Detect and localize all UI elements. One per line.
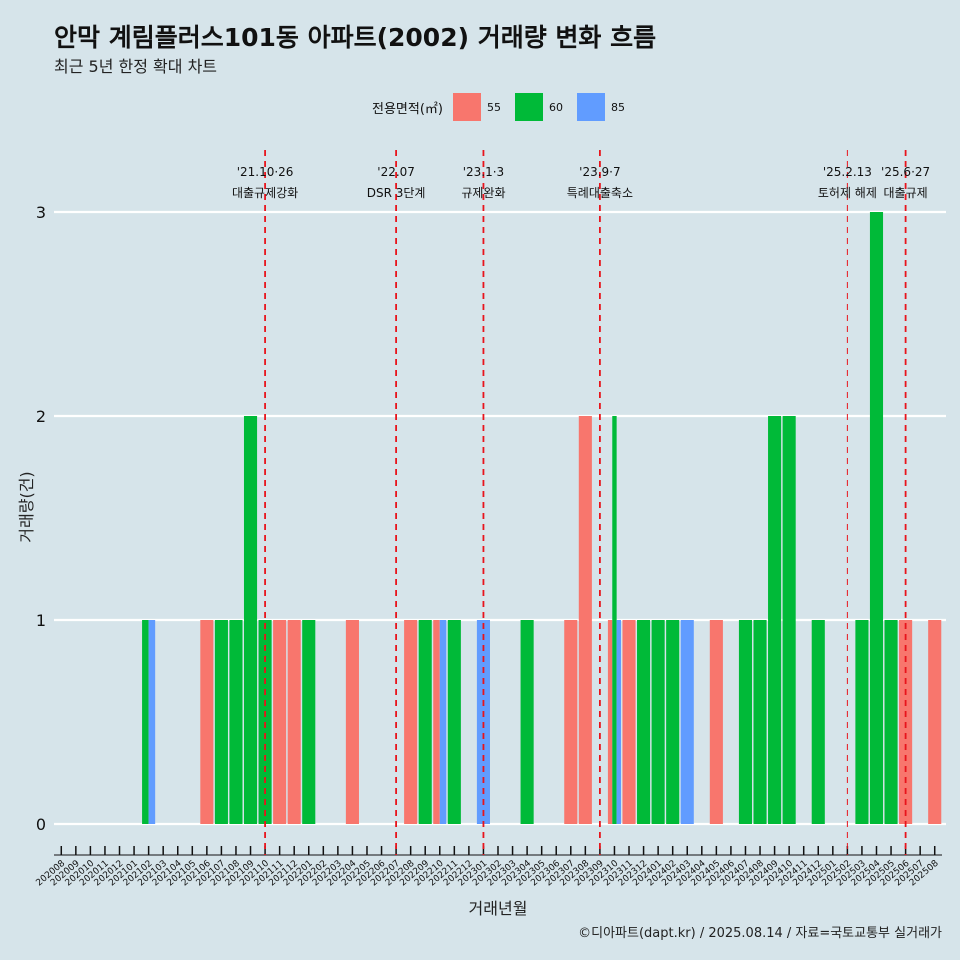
bar-202102-85 — [148, 620, 156, 824]
event-label-2: DSR 3단계 — [367, 186, 426, 200]
bar-202106-55 — [200, 620, 214, 824]
bar-202304-60 — [520, 620, 534, 824]
event-label-4: 특례대출축소 — [567, 186, 633, 200]
event-label-6: 대출규제 — [884, 186, 928, 200]
y-tick-label-3: 3 — [36, 203, 46, 222]
bar-202402-60 — [666, 620, 680, 824]
chart-title: 안막 계림플러스101동 아파트(2002) 거래량 변화 흐름 — [54, 23, 657, 52]
event-label-1: 대출규제강화 — [232, 186, 298, 200]
bar-202210-85 — [439, 620, 447, 824]
bar-202310-85 — [616, 620, 622, 824]
event-date-4: '23.9·7 — [579, 165, 620, 179]
bar-202409-60 — [768, 416, 782, 824]
legend-swatch-85 — [576, 93, 605, 121]
chart-subtitle: 최근 5년 한정 확대 차트 — [54, 57, 218, 76]
bar-202504-60 — [869, 212, 884, 824]
bar-202210-55 — [433, 620, 440, 824]
bar-202405-55 — [709, 620, 723, 824]
bar-202407-60 — [738, 620, 753, 824]
legend-title: 전용면적(㎡) — [372, 101, 443, 117]
bar-202505-60 — [884, 620, 898, 824]
bar-202310-55 — [607, 620, 613, 824]
x-axis-title: 거래년월 — [469, 899, 528, 918]
bar-202201-60 — [302, 620, 316, 824]
legend-swatch-60 — [514, 93, 543, 121]
bar-202208-55 — [404, 620, 418, 824]
legend-item-85: 85 — [576, 93, 633, 121]
legend-item-55: 55 — [452, 93, 509, 121]
bar-202112-55 — [287, 620, 301, 824]
bar-202503-60 — [855, 620, 869, 824]
legend-label-60: 60 — [548, 100, 563, 114]
event-label-3: 규제완화 — [461, 186, 505, 200]
bar-202312-60 — [637, 620, 651, 824]
event-date-5: '25.2.13 — [823, 165, 872, 179]
y-axis-title: 거래량(건) — [17, 471, 36, 542]
bar-202108-60 — [229, 620, 243, 824]
legend-label-55: 55 — [486, 100, 501, 114]
event-date-1: '21.10·26 — [237, 165, 294, 179]
bar-202403-85 — [680, 620, 694, 824]
bar-202307-55 — [564, 620, 578, 824]
bar-202410-60 — [782, 416, 796, 824]
event-date-3: '23.1·3 — [463, 165, 504, 179]
y-tick-label-2: 2 — [36, 407, 46, 426]
bar-202107-60 — [214, 620, 228, 824]
event-label-5: 토허제 해제 — [818, 186, 877, 200]
bar-202209-60 — [418, 620, 432, 824]
legend-item-60: 60 — [514, 93, 571, 121]
event-date-6: '25.6·27 — [881, 165, 930, 179]
bar-202412-60 — [811, 620, 825, 824]
legend: 전용면적(㎡) 55 60 85 — [372, 92, 639, 122]
bar-202308-55 — [578, 416, 592, 824]
bar-202311-55 — [622, 620, 636, 824]
bar-202508-55 — [928, 620, 942, 824]
y-tick-label-0: 0 — [36, 815, 46, 834]
bar-202211-60 — [447, 620, 461, 824]
event-date-2: '22.07 — [377, 165, 415, 179]
bar-202408-60 — [753, 620, 767, 824]
bar-202204-55 — [345, 620, 359, 824]
bar-202111-55 — [273, 620, 287, 824]
legend-label-85: 85 — [610, 100, 625, 114]
y-tick-label-1: 1 — [36, 611, 46, 630]
bar-202109-60 — [243, 416, 258, 824]
bar-202310-60 — [612, 416, 617, 824]
bar-202102-60 — [142, 620, 149, 824]
bar-202401-60 — [651, 620, 665, 824]
source-caption: ©디아파트(dapt.kr) / 2025.08.14 / 자료=국토교통부 실… — [578, 926, 942, 941]
legend-swatch-55 — [452, 93, 481, 121]
